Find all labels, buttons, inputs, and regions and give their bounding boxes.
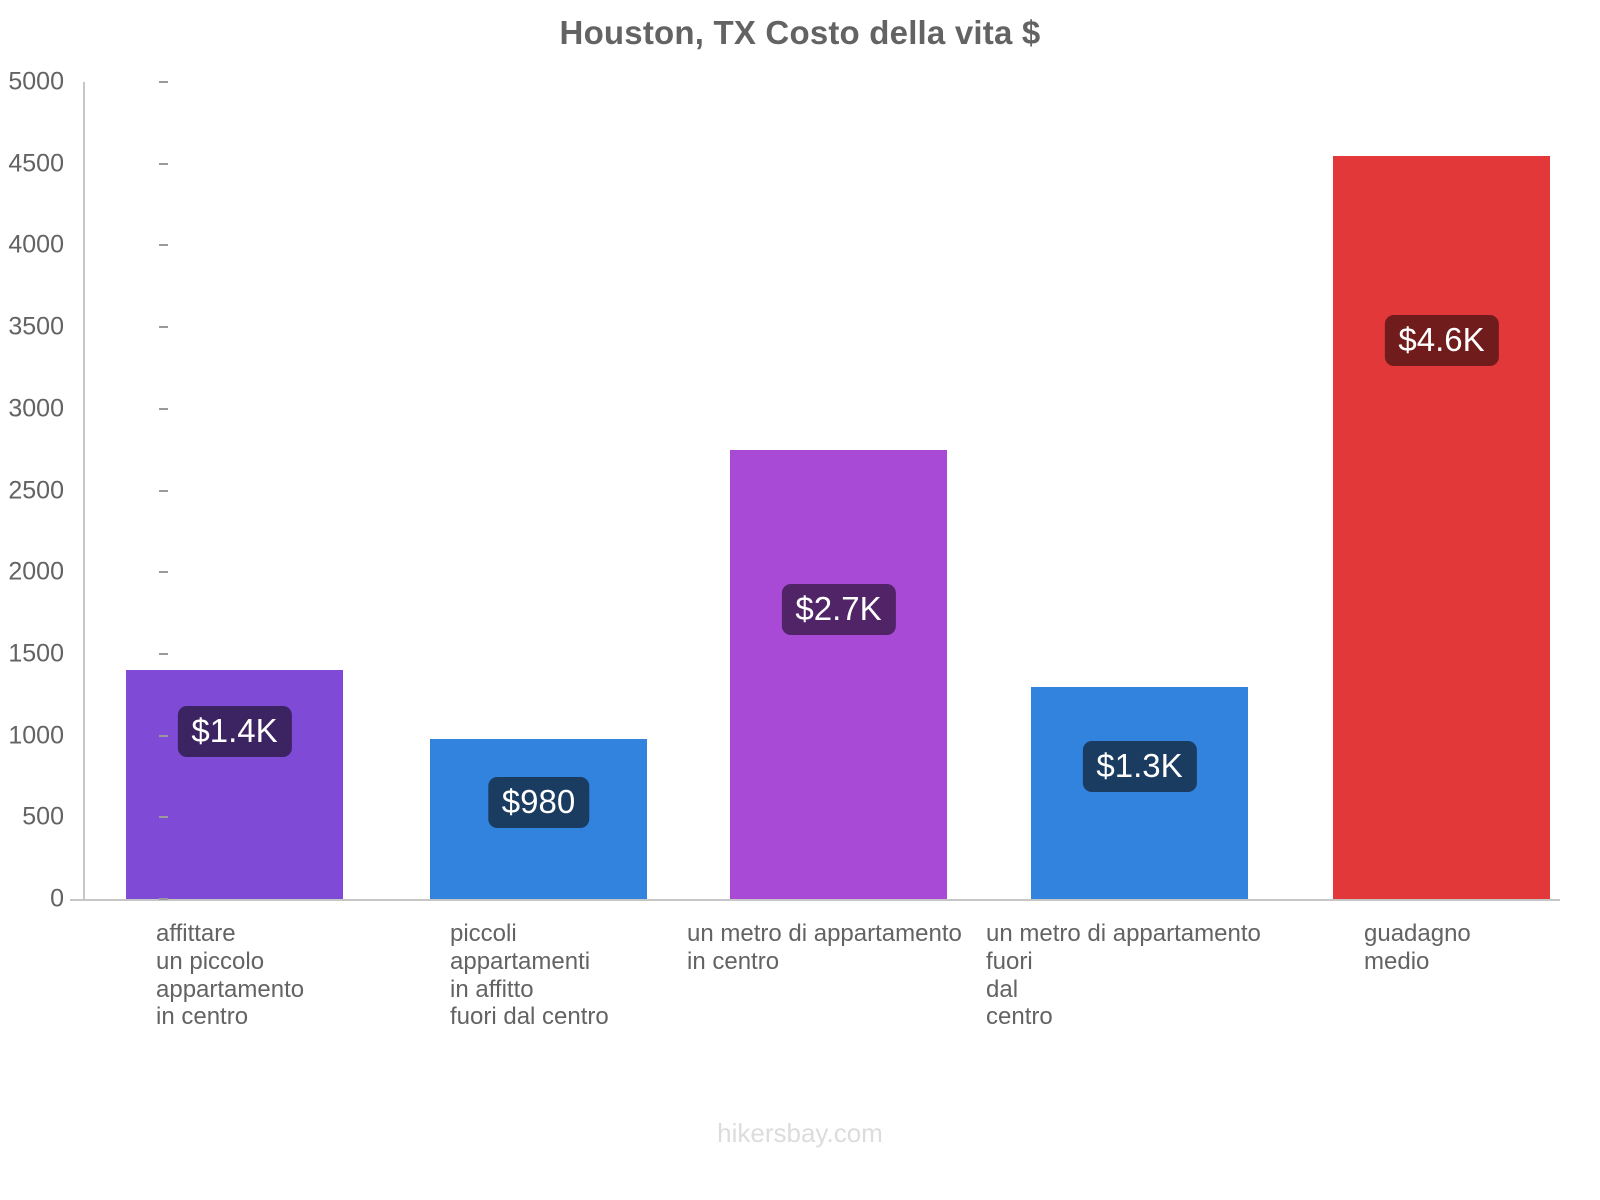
bar-value-label: $1.3K — [1082, 740, 1197, 792]
y-tick-mark — [159, 489, 168, 492]
y-tick-mark — [159, 734, 168, 737]
y-tick-mark — [159, 816, 168, 819]
plot-area: 0 500 1000 1500 2000 2500 3000 3500 4000… — [8, 69, 1553, 911]
y-tick-label-2500: 2500 — [8, 476, 64, 504]
bar-un-metro-di-appartamento-fuori-dal-centro[interactable]: $1.3K — [1031, 686, 1248, 899]
y-tick-label-500: 500 — [22, 802, 64, 831]
category-label-0: affittare un piccolo appartamento in cen… — [156, 920, 305, 1031]
x-axis-line — [70, 899, 1560, 901]
bar-value-label: $4.6K — [1384, 315, 1499, 367]
category-label-1: piccoli appartamenti in affitto fuori da… — [450, 920, 609, 1031]
y-tick-label-0: 0 — [50, 884, 64, 913]
category-label-4: guadagno medio — [1364, 920, 1471, 975]
bar-value-label: $980 — [487, 776, 590, 828]
category-label-2: un metro di appartamento in centro — [687, 920, 962, 975]
bar-affittare-un-piccolo-appartamento-in-centro[interactable]: $1.4K — [126, 670, 343, 899]
y-tick-label-4500: 4500 — [8, 149, 64, 178]
bar-guadagno-medio[interactable]: $4.6K — [1333, 155, 1550, 899]
bar-un-metro-di-appartamento-in-centro[interactable]: $2.7K — [730, 449, 947, 899]
y-tick-label-3000: 3000 — [8, 394, 64, 423]
y-axis-line — [83, 82, 85, 900]
bar-piccoli-appartamenti-in-affitto-fuori-dal-centro[interactable]: $980 — [430, 738, 647, 899]
bar-value-label: $2.7K — [781, 584, 896, 636]
y-tick-mark — [159, 81, 168, 83]
y-tick-mark — [159, 244, 168, 247]
y-tick-mark — [159, 571, 168, 574]
bar-value-label: $1.4K — [177, 705, 292, 757]
y-tick-label-4000: 4000 — [8, 230, 64, 259]
category-label-3: un metro di appartamento fuori dal centr… — [986, 920, 1261, 1031]
y-tick-mark — [159, 162, 168, 165]
y-tick-mark — [159, 898, 168, 900]
chart-title: Houston, TX Costo della vita $ — [559, 14, 1041, 51]
watermark: hikersbay.com — [717, 1118, 883, 1148]
y-tick-label-3500: 3500 — [8, 312, 64, 341]
y-tick-label-1000: 1000 — [8, 721, 64, 750]
y-tick-mark — [159, 407, 168, 410]
y-tick-mark — [159, 652, 168, 655]
y-tick-label-1500: 1500 — [8, 639, 64, 668]
y-tick-label-2000: 2000 — [8, 557, 64, 586]
y-tick-label-5000: 5000 — [8, 67, 64, 96]
y-tick-mark — [159, 326, 168, 329]
